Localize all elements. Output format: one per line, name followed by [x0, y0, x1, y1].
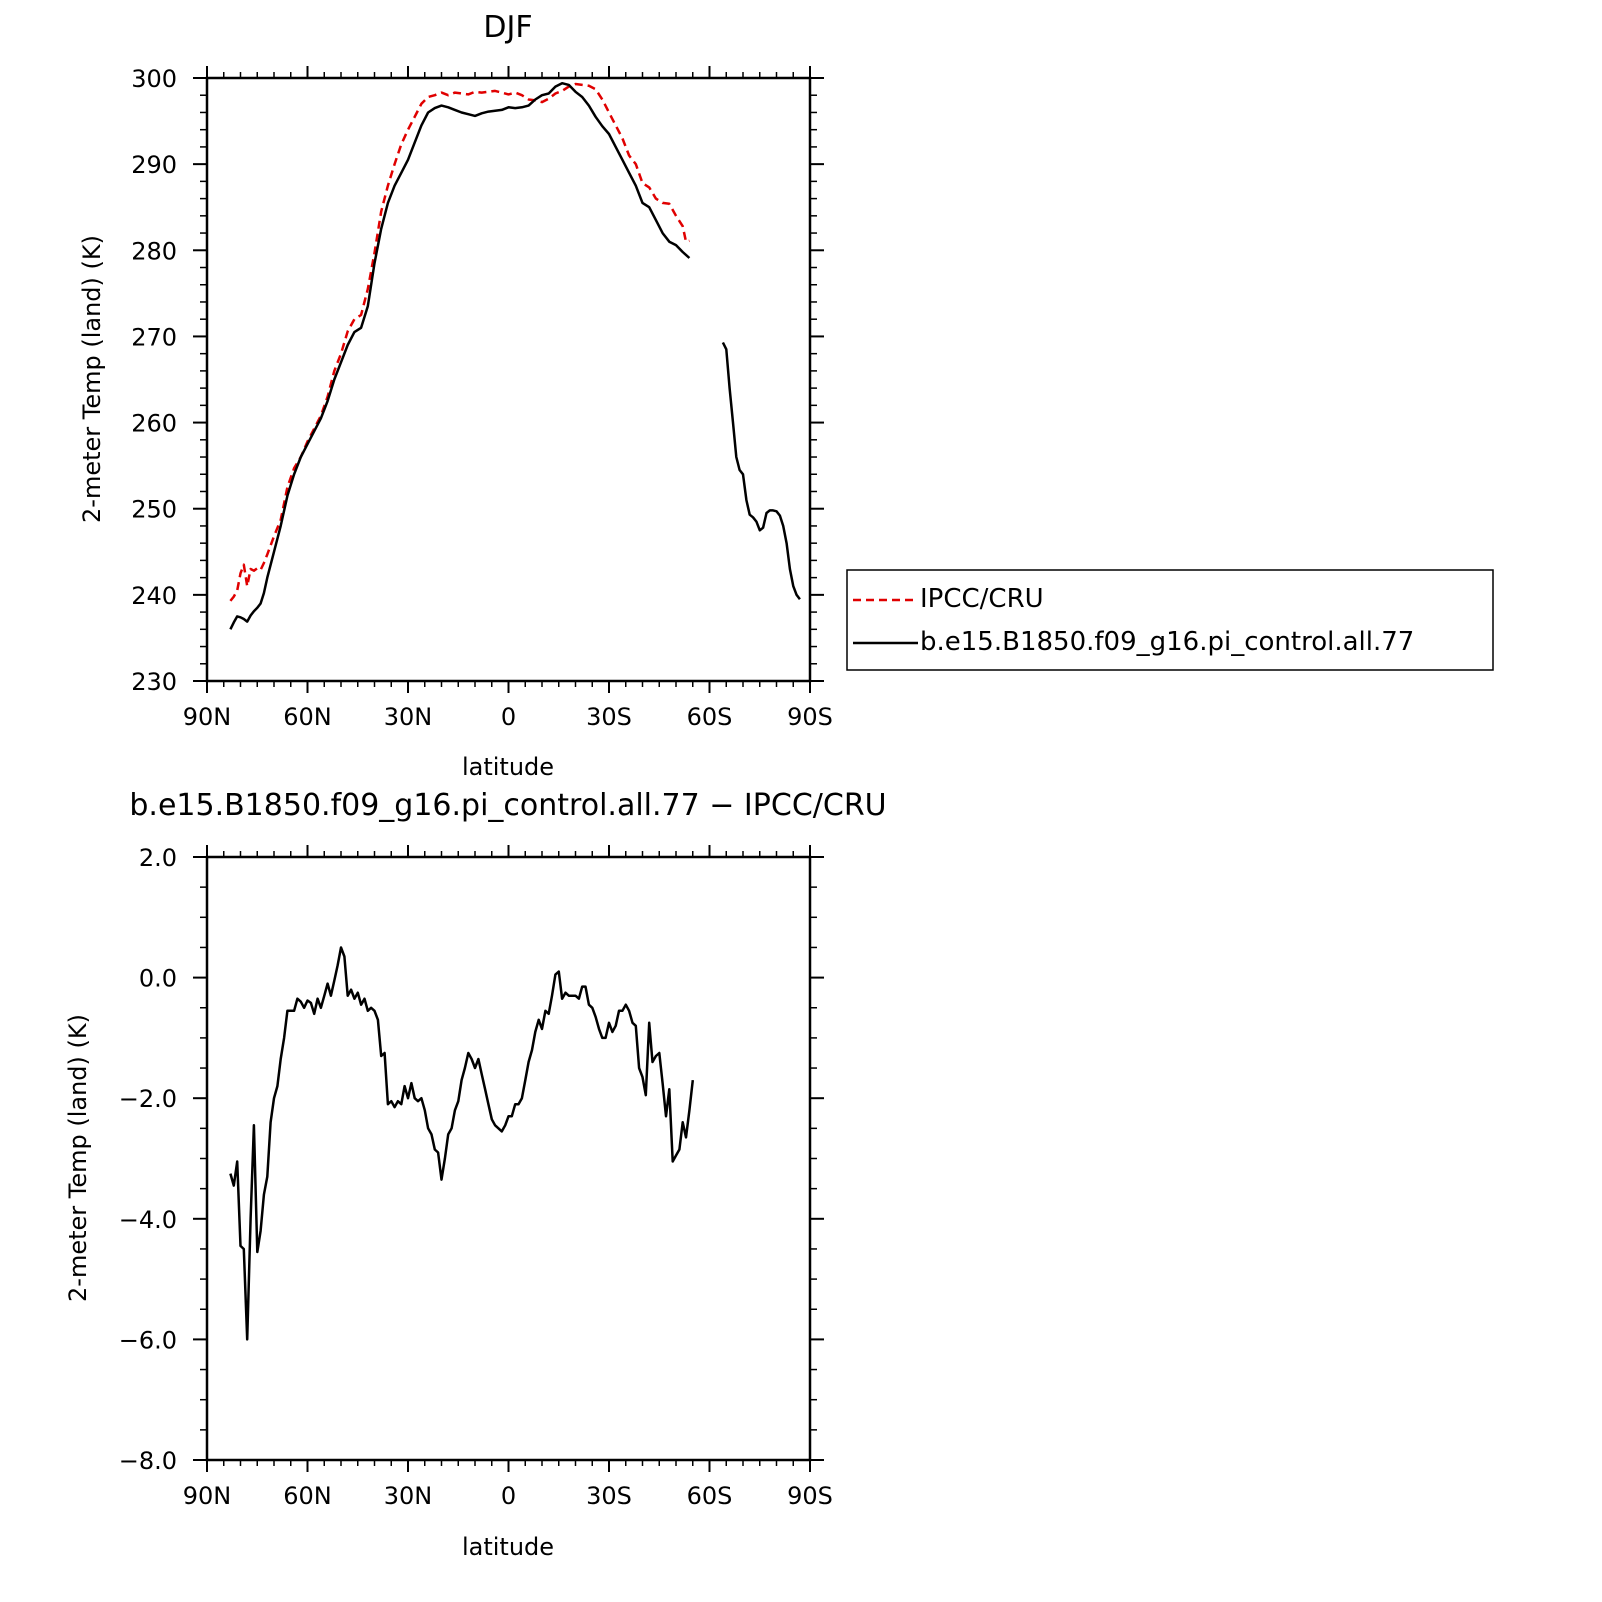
top-chart-y-tick-label: 270	[131, 323, 177, 351]
top-chart-x-tick-label: 60N	[283, 703, 332, 731]
legend-label-ipcc-cru: IPCC/CRU	[920, 584, 1044, 614]
bottom-chart-y-tick-label: 2.0	[139, 844, 177, 872]
top-chart-series-1-line-segment-1	[721, 341, 801, 600]
top-chart-y-tick-label: 240	[131, 582, 177, 610]
top-chart-x-tick-label: 90N	[183, 703, 232, 731]
bottom-chart-y-tick-label: 0.0	[139, 965, 177, 993]
top-chart-x-tick-label: 30S	[586, 703, 632, 731]
bottom-chart-ticks: 90N 60N 30N 0 30S 60S 90S −8.0 −6.0 −4.0 −2.0 0.0 2.…	[119, 844, 833, 1510]
bottom-chart-series-0-line	[229, 946, 695, 1341]
bottom-chart-x-tick-label: 60S	[687, 1482, 733, 1510]
bottom-chart-plot-area	[229, 946, 695, 1341]
bottom-chart-y-tick-label: −2.0	[119, 1085, 177, 1113]
top-chart-frame	[205, 76, 812, 683]
bottom-chart-x-tick-label: 90N	[183, 1482, 232, 1510]
top-chart-title: DJF	[483, 10, 532, 45]
bottom-chart-frame	[205, 855, 812, 1462]
bottom-chart-x-tick-label: 30N	[384, 1482, 433, 1510]
bottom-chart-y-tick-label: −6.0	[119, 1326, 177, 1354]
bottom-chart-title: b.e15.B1850.f09_g16.pi_control.all.77 − …	[129, 788, 886, 823]
legend-label-model: b.e15.B1850.f09_g16.pi_control.all.77	[920, 627, 1414, 657]
top-chart-series-1-line-segment-0	[229, 81, 691, 630]
top-chart-x-tick-label: 0	[501, 703, 516, 731]
top-chart-y-tick-label: 260	[131, 410, 177, 438]
bottom-chart-x-tick-label: 30S	[586, 1482, 632, 1510]
top-chart-y-tick-label: 280	[131, 237, 177, 265]
top-chart-y-tick-label: 230	[131, 668, 177, 696]
legend-box	[846, 569, 1494, 671]
top-chart-y-tick-label: 290	[131, 151, 177, 179]
top-chart-panel: DJF 90N 60N 30N 0 30S 60S 90S 230 240 250 260 270 28…	[78, 10, 833, 781]
top-chart-ticks: 90N 60N 30N 0 30S 60S 90S 230 240 250 260 270 280 290…	[131, 65, 833, 731]
bottom-chart-x-axis-title: latitude	[462, 1533, 554, 1561]
bottom-chart-x-tick-label: 0	[501, 1482, 516, 1510]
bottom-chart-y-axis-title: 2-meter Temp (land) (K)	[64, 1014, 92, 1302]
top-chart-y-tick-label: 300	[131, 65, 177, 93]
top-chart-series-0-line	[229, 82, 690, 602]
top-chart-x-tick-label: 30N	[384, 703, 433, 731]
top-chart-plot-area	[229, 81, 801, 630]
top-chart-x-tick-label: 90S	[787, 703, 833, 731]
bottom-chart-x-tick-label: 60N	[283, 1482, 332, 1510]
bottom-chart-y-tick-label: −8.0	[119, 1447, 177, 1475]
top-chart-y-axis-title: 2-meter Temp (land) (K)	[78, 235, 106, 523]
top-chart-x-tick-label: 60S	[687, 703, 733, 731]
bottom-chart-x-tick-label: 90S	[787, 1482, 833, 1510]
bottom-chart-y-tick-label: −4.0	[119, 1206, 177, 1234]
top-chart-y-tick-label: 250	[131, 496, 177, 524]
bottom-chart-panel: b.e15.B1850.f09_g16.pi_control.all.77 − …	[64, 788, 887, 1561]
legend: IPCC/CRU b.e15.B1850.f09_g16.pi_control.…	[846, 569, 1494, 671]
top-chart-x-axis-title: latitude	[462, 753, 554, 781]
